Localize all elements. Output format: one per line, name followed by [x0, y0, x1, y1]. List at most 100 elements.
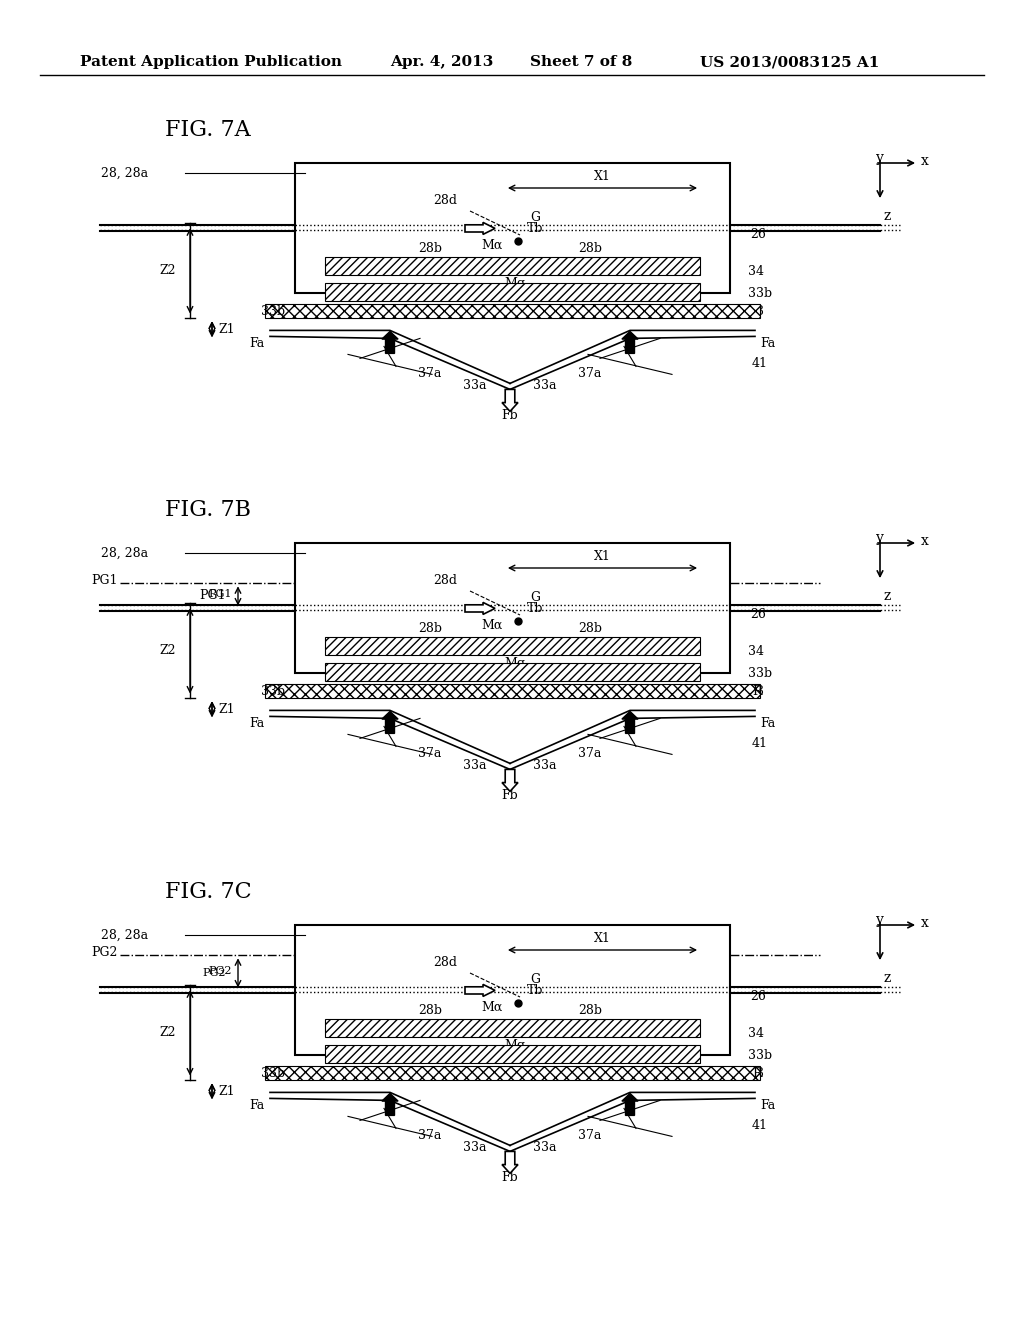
Text: Patent Application Publication: Patent Application Publication [80, 55, 342, 69]
Text: PG2: PG2 [209, 966, 232, 977]
Text: 26: 26 [750, 228, 766, 242]
Text: Z1: Z1 [218, 702, 234, 715]
Text: Z1: Z1 [218, 1085, 234, 1098]
Polygon shape [502, 1151, 518, 1173]
Text: Z1: Z1 [218, 323, 234, 335]
Text: 41: 41 [752, 1119, 768, 1131]
Text: 33b: 33b [748, 1049, 772, 1061]
Text: Z2: Z2 [160, 264, 176, 277]
FancyArrow shape [622, 331, 638, 354]
Bar [325, 257, 700, 276]
Text: Fa: Fa [760, 717, 775, 730]
Polygon shape [465, 602, 495, 614]
Text: Mg: Mg [505, 277, 525, 290]
Text: R: R [752, 685, 762, 698]
Text: X1: X1 [594, 932, 611, 945]
Text: 26: 26 [750, 990, 766, 1003]
Text: 33: 33 [748, 1067, 764, 1080]
Text: z: z [883, 209, 890, 223]
Text: FIG. 7B: FIG. 7B [165, 499, 251, 521]
Text: Apr. 4, 2013: Apr. 4, 2013 [390, 55, 494, 69]
Text: X1: X1 [594, 550, 611, 564]
FancyArrow shape [382, 711, 398, 734]
Text: G: G [530, 211, 540, 224]
Text: 28b: 28b [418, 622, 442, 635]
Text: 37a: 37a [579, 367, 602, 380]
Text: 37a: 37a [579, 747, 602, 760]
Text: 33a: 33a [463, 759, 486, 772]
Text: 26: 26 [750, 609, 766, 620]
Text: Fb: Fb [502, 1171, 518, 1184]
Text: Fa: Fa [250, 337, 265, 350]
FancyArrow shape [382, 331, 398, 354]
Text: y: y [876, 913, 884, 927]
Text: PG2: PG2 [203, 968, 226, 978]
Text: PG1: PG1 [200, 590, 226, 602]
Text: z: z [883, 589, 890, 603]
Text: Sheet 7 of 8: Sheet 7 of 8 [530, 55, 633, 69]
Text: R: R [752, 1067, 762, 1080]
FancyArrow shape [382, 1093, 398, 1115]
Text: x: x [921, 916, 929, 931]
Polygon shape [465, 222, 495, 235]
Text: 33a: 33a [534, 379, 557, 392]
Polygon shape [502, 389, 518, 412]
Text: z: z [883, 972, 890, 985]
Text: Tb: Tb [526, 602, 544, 615]
Bar [295, 162, 730, 293]
Text: 28d: 28d [433, 957, 457, 969]
Text: 34: 34 [748, 265, 764, 279]
Text: 28, 28a: 28, 28a [101, 928, 148, 941]
Polygon shape [465, 985, 495, 997]
Bar [325, 664, 700, 681]
Text: 28b: 28b [578, 1005, 602, 1018]
Text: Z2: Z2 [160, 644, 176, 657]
Text: 37a: 37a [419, 367, 441, 380]
Text: Fb: Fb [502, 409, 518, 422]
Text: 34: 34 [748, 645, 764, 657]
Text: G: G [530, 591, 540, 605]
Text: 28b: 28b [578, 242, 602, 255]
Text: PG1: PG1 [91, 574, 118, 587]
Text: Tb: Tb [526, 983, 544, 997]
Text: 28b: 28b [578, 622, 602, 635]
Text: Fa: Fa [760, 337, 775, 350]
Text: y: y [876, 150, 884, 165]
Text: 33a: 33a [463, 1140, 486, 1154]
Bar [295, 543, 730, 673]
Text: 33: 33 [748, 685, 764, 698]
Text: 28b: 28b [418, 242, 442, 255]
Text: Z2: Z2 [160, 1027, 176, 1039]
Text: 28, 28a: 28, 28a [101, 546, 148, 560]
Text: Fa: Fa [760, 1098, 775, 1111]
Text: 28d: 28d [433, 574, 457, 587]
Text: Fa: Fa [250, 717, 265, 730]
Text: 28b: 28b [418, 1005, 442, 1018]
Text: 34: 34 [748, 1027, 764, 1040]
Text: Mα: Mα [481, 619, 503, 632]
Text: 33: 33 [748, 305, 764, 318]
Text: x: x [921, 154, 929, 168]
Text: Mα: Mα [481, 1001, 503, 1014]
Text: 41: 41 [752, 737, 768, 750]
Bar [265, 305, 760, 318]
Text: US 2013/0083125 A1: US 2013/0083125 A1 [700, 55, 880, 69]
Bar [325, 284, 700, 301]
Text: y: y [876, 531, 884, 545]
Text: 33a: 33a [534, 759, 557, 772]
Text: 28, 28a: 28, 28a [101, 166, 148, 180]
FancyArrow shape [622, 1093, 638, 1115]
Text: 41: 41 [752, 356, 768, 370]
Bar [265, 684, 760, 698]
Text: 33a: 33a [534, 1140, 557, 1154]
Text: 33b: 33b [748, 286, 772, 300]
Text: 37a: 37a [419, 1129, 441, 1142]
Bar [295, 925, 730, 1055]
Text: FIG. 7C: FIG. 7C [165, 880, 252, 903]
Text: 33b: 33b [261, 305, 285, 318]
Bar [265, 1067, 760, 1080]
FancyArrow shape [622, 711, 638, 734]
Text: G: G [530, 973, 540, 986]
Bar [325, 638, 700, 656]
Text: X1: X1 [594, 170, 611, 183]
